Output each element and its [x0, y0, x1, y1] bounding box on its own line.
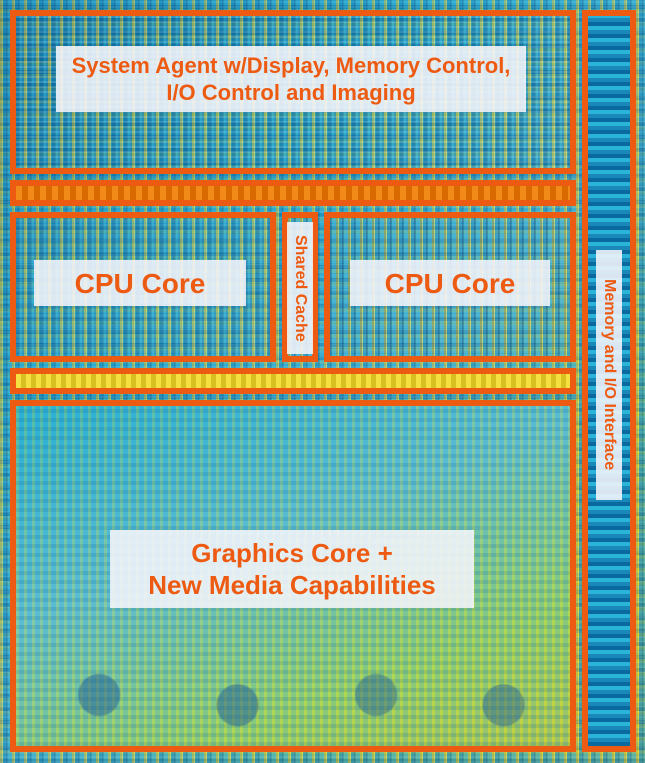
- label-cpu-core-right: CPU Core: [350, 260, 550, 306]
- label-shared-cache: Shared Cache: [287, 222, 313, 354]
- label-system-agent: System Agent w/Display, Memory Control, …: [56, 46, 526, 112]
- bus-strip-top: [10, 180, 576, 206]
- label-graphics-core: Graphics Core + New Media Capabilities: [110, 530, 474, 608]
- label-memory-io: Memory and I/O Interface: [596, 250, 622, 500]
- bus-strip-bottom: [10, 368, 576, 394]
- die-floorplan: System Agent w/Display, Memory Control, …: [0, 0, 645, 763]
- label-cpu-core-left: CPU Core: [34, 260, 246, 306]
